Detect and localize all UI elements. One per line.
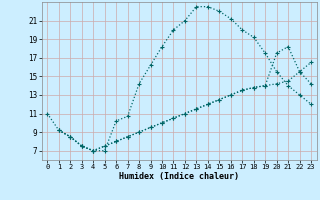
X-axis label: Humidex (Indice chaleur): Humidex (Indice chaleur)	[119, 172, 239, 181]
